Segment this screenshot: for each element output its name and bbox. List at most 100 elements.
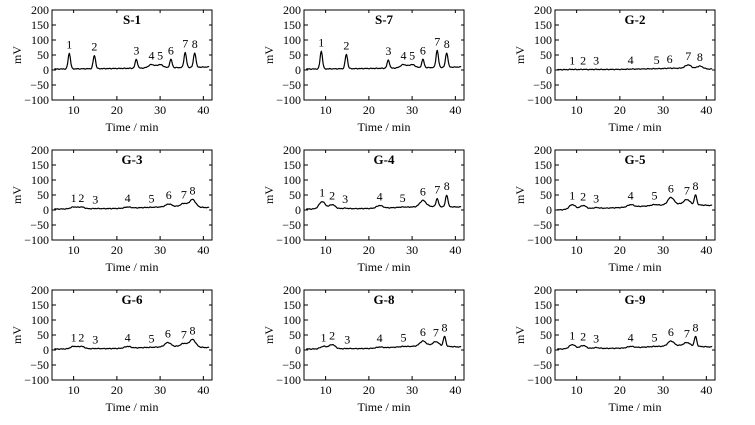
y-tick-label: 200 — [534, 283, 552, 297]
peak-label: 1 — [319, 186, 325, 200]
x-tick-label: 30 — [406, 243, 418, 257]
peak-label: 3 — [593, 332, 599, 346]
peak-label: 4 — [377, 331, 383, 345]
y-axis-label: mV — [10, 46, 24, 64]
peak-label: 4 — [125, 330, 131, 344]
y-axis-label: mV — [262, 186, 276, 204]
peak-label: 5 — [654, 53, 660, 67]
chromatogram-trace — [53, 338, 210, 351]
peak-label: 7 — [181, 187, 187, 201]
y-tick-label: 150 — [283, 298, 301, 312]
x-axis-label: Time / min — [358, 260, 411, 274]
y-tick-label: 200 — [283, 143, 301, 157]
peak-label: 2 — [91, 40, 97, 54]
peak-label: 2 — [78, 191, 84, 205]
y-tick-label: −100 — [24, 373, 49, 387]
y-tick-label: 50 — [289, 48, 301, 62]
y-tick-label: 50 — [540, 48, 552, 62]
peak-label: 2 — [580, 330, 586, 344]
peak-label: 3 — [385, 44, 391, 58]
peak-label: 6 — [166, 188, 172, 202]
y-tick-label: 200 — [534, 143, 552, 157]
x-tick-label: 30 — [154, 103, 166, 117]
x-tick-label: 40 — [449, 103, 461, 117]
peak-label: 2 — [343, 38, 349, 52]
y-tick-label: 150 — [534, 298, 552, 312]
peak-label: 2 — [580, 190, 586, 204]
peak-label: 6 — [667, 52, 673, 66]
peak-label: 2 — [580, 53, 586, 67]
y-tick-label: 100 — [31, 173, 49, 187]
y-tick-label: −50 — [282, 78, 301, 92]
x-axis-label: Time / min — [609, 120, 662, 134]
peak-label: 6 — [420, 325, 426, 339]
peak-label: 2 — [78, 330, 84, 344]
peak-label: 4 — [628, 189, 634, 203]
peak-label: 4 — [628, 330, 634, 344]
x-tick-label: 40 — [197, 103, 209, 117]
peak-label: 4 — [125, 191, 131, 205]
y-tick-label: 50 — [37, 48, 49, 62]
y-tick-label: 100 — [534, 33, 552, 47]
y-tick-label: −50 — [533, 358, 552, 372]
y-tick-label: 100 — [31, 33, 49, 47]
peak-label: 6 — [420, 184, 426, 198]
x-tick-label: 10 — [320, 103, 332, 117]
chromatogram-trace — [556, 335, 713, 350]
x-axis-label: Time / min — [358, 120, 411, 134]
y-tick-label: 50 — [289, 328, 301, 342]
peak-label: 8 — [693, 179, 699, 193]
x-tick-label: 10 — [571, 383, 583, 397]
x-tick-label: 40 — [449, 243, 461, 257]
y-axis-label: mV — [10, 186, 24, 204]
peak-label: 5 — [651, 330, 657, 344]
y-tick-label: 150 — [283, 158, 301, 172]
x-tick-label: 30 — [154, 243, 166, 257]
y-tick-label: 200 — [283, 283, 301, 297]
y-tick-label: 200 — [31, 143, 49, 157]
y-axis-label: mV — [513, 326, 527, 344]
x-tick-label: 10 — [320, 243, 332, 257]
x-axis-label: Time / min — [609, 260, 662, 274]
chromatogram-trace — [53, 51, 210, 71]
x-axis-label: Time / min — [358, 400, 411, 414]
x-tick-label: 40 — [197, 243, 209, 257]
y-tick-label: 0 — [546, 63, 552, 77]
x-tick-label: 10 — [571, 103, 583, 117]
y-tick-label: −100 — [527, 373, 552, 387]
x-tick-label: 40 — [700, 383, 712, 397]
y-axis-label: mV — [10, 326, 24, 344]
y-tick-label: 50 — [37, 188, 49, 202]
y-tick-label: 150 — [534, 158, 552, 172]
y-axis-label: mV — [513, 46, 527, 64]
x-tick-label: 30 — [406, 103, 418, 117]
x-tick-label: 20 — [614, 103, 626, 117]
y-tick-label: −100 — [24, 93, 49, 107]
y-tick-label: −50 — [533, 218, 552, 232]
y-tick-label: 0 — [295, 343, 301, 357]
y-tick-label: 200 — [31, 3, 49, 17]
peak-label: 2 — [329, 189, 335, 203]
peak-label: 8 — [190, 324, 196, 338]
peak-label: 3 — [92, 333, 98, 347]
peak-label: 1 — [320, 330, 326, 344]
x-tick-label: 40 — [197, 383, 209, 397]
x-tick-label: 20 — [363, 103, 375, 117]
y-tick-label: −50 — [282, 358, 301, 372]
chromatogram-trace — [305, 194, 462, 211]
x-tick-label: 20 — [111, 103, 123, 117]
y-tick-label: 150 — [283, 18, 301, 32]
y-tick-label: 200 — [534, 3, 552, 17]
y-tick-label: −50 — [282, 218, 301, 232]
y-tick-label: 50 — [540, 188, 552, 202]
x-tick-label: 10 — [68, 243, 80, 257]
x-tick-label: 20 — [614, 383, 626, 397]
y-tick-label: 100 — [534, 313, 552, 327]
y-tick-label: 200 — [31, 283, 49, 297]
peak-label: 8 — [442, 321, 448, 335]
